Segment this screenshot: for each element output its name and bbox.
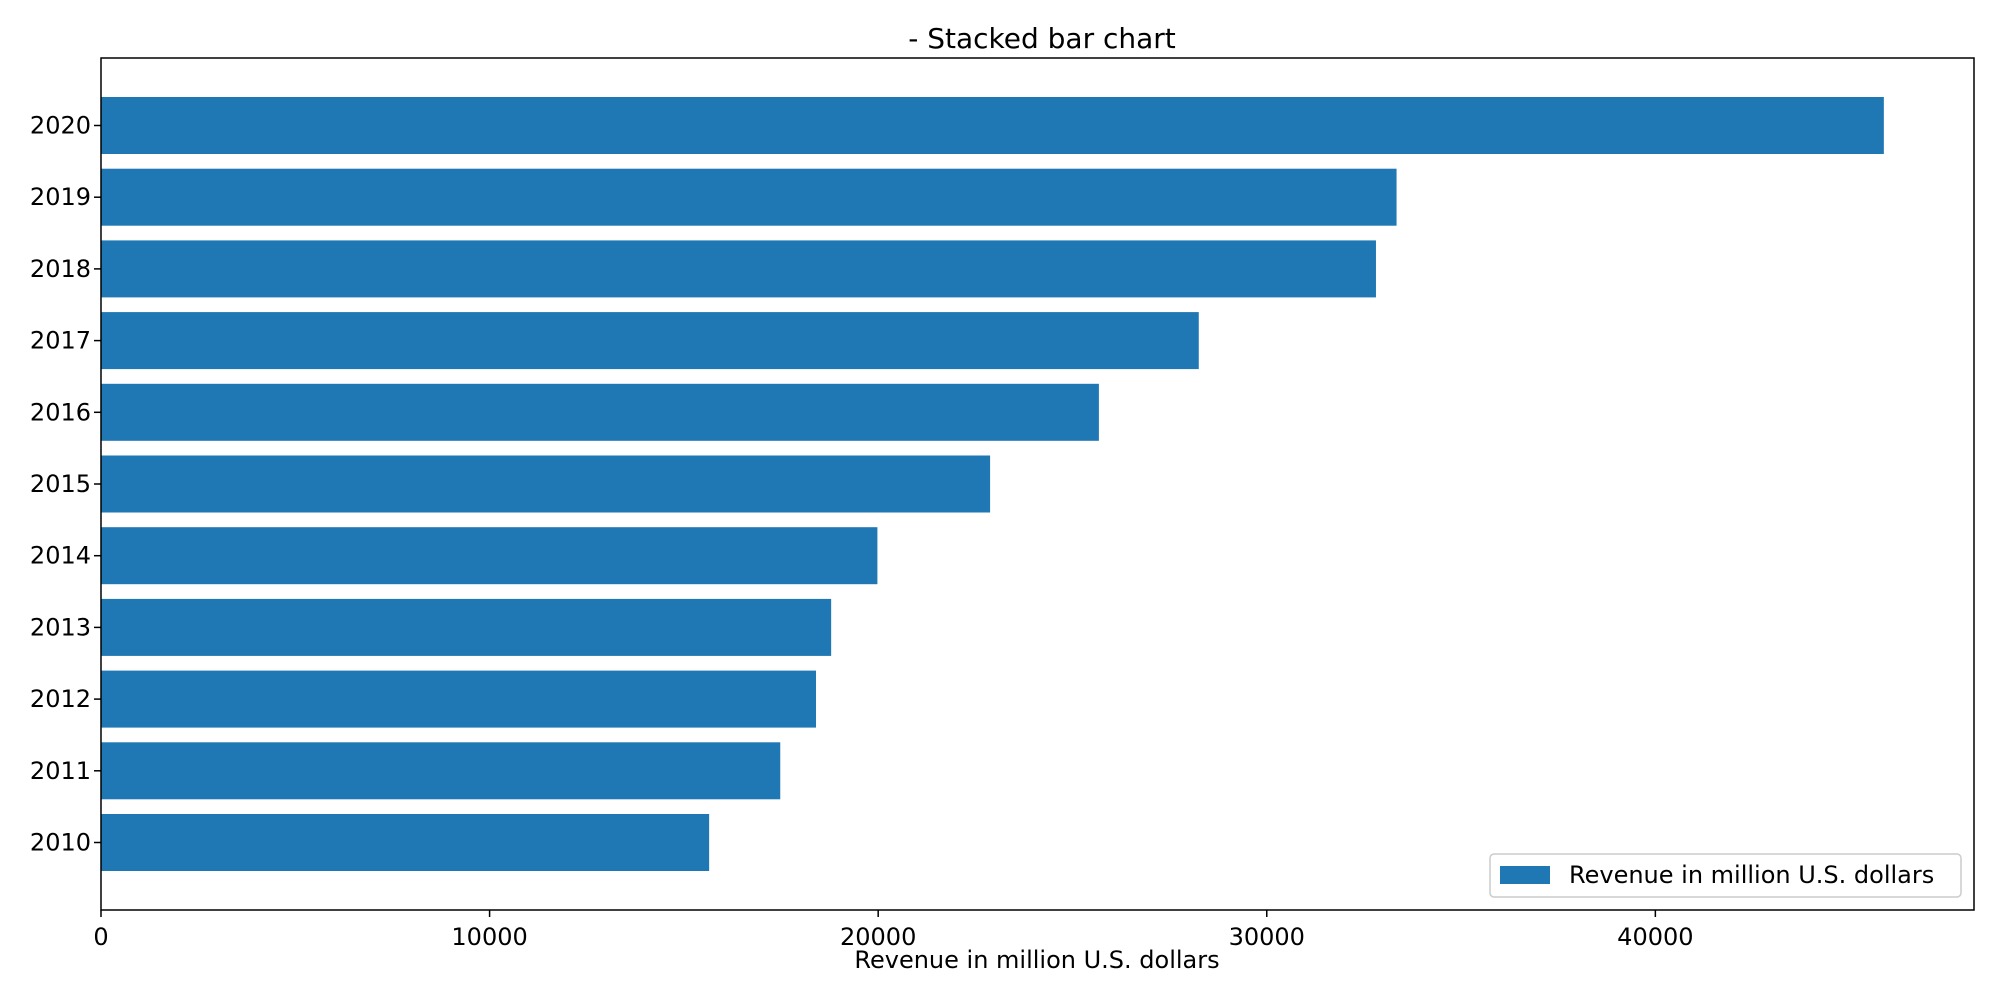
y-tick-label: 2018 [30,255,91,283]
x-tick-label: 10000 [451,923,527,951]
chart-title: - Stacked bar chart [908,22,1176,55]
legend-label: Revenue in million U.S. dollars [1569,861,1934,889]
x-tick-label: 20000 [840,923,916,951]
bar-2016 [101,383,1099,441]
x-tick-label: 30000 [1229,923,1305,951]
legend: Revenue in million U.S. dollars [1489,853,1962,898]
y-tick-label: 2016 [30,398,91,426]
bar-2010 [101,814,710,871]
legend-box [1489,853,1962,898]
bar-2019 [101,168,1397,226]
x-tick-label: 0 [93,923,108,951]
bar-2020 [101,97,1884,154]
x-axis: 0 10000 20000 30000 40000 [93,910,1694,951]
y-axis: 2010 2011 2012 2013 2014 2015 2016 2017 2018 2019… [30,112,101,857]
y-tick-label: 2012 [30,685,91,713]
bar-2015 [101,455,991,513]
y-tick-label: 2011 [30,757,91,785]
y-tick-label: 2017 [30,327,91,355]
bar-2017 [101,312,1199,370]
bar-2014 [101,527,878,585]
bar-2018 [101,240,1376,298]
y-tick-label: 2015 [30,470,91,498]
y-tick-label: 2010 [30,829,91,857]
x-axis-label: Revenue in million U.S. dollars [854,946,1219,974]
legend-swatch [1500,866,1550,884]
y-tick-label: 2019 [30,183,91,211]
bars-layer [101,97,1884,871]
x-tick-label: 40000 [1617,923,1693,951]
y-tick-label: 2013 [30,613,91,641]
bar-2012 [101,670,817,728]
bar-2011 [101,742,781,800]
y-tick-label: 2014 [30,542,91,570]
bar-2013 [101,598,832,656]
y-tick-label: 2020 [30,112,91,140]
